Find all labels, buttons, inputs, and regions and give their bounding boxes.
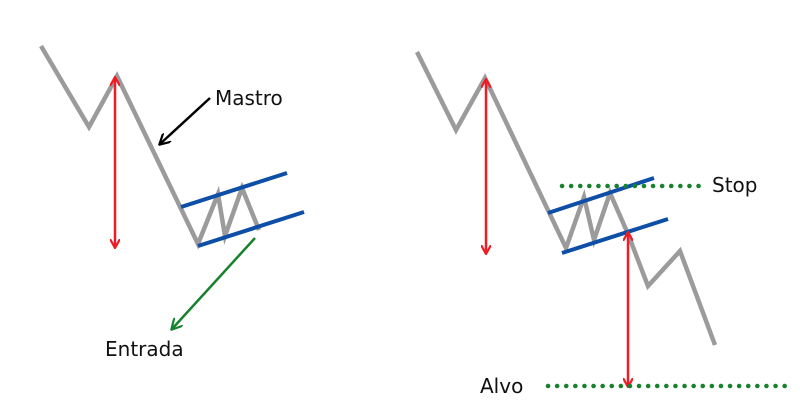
entry-pointer-arrow [172,237,256,329]
left-flag-upper-channel [180,171,288,209]
left-price-line [39,44,262,250]
right-price-line [414,50,718,346]
entry-label: Entrada [105,337,184,361]
right-flag-upper-channel [547,176,655,215]
left-flag-lower-channel [197,210,305,248]
stop-label: Stop [712,173,757,197]
pole-label: Mastro [215,86,283,110]
pole-pointer-arrow [160,97,211,144]
right-flag-lower-channel [561,217,669,255]
left-panel: Mastro Entrada [39,44,305,361]
target-label: Alvo [480,374,523,398]
right-panel: Stop Alvo [414,50,789,398]
